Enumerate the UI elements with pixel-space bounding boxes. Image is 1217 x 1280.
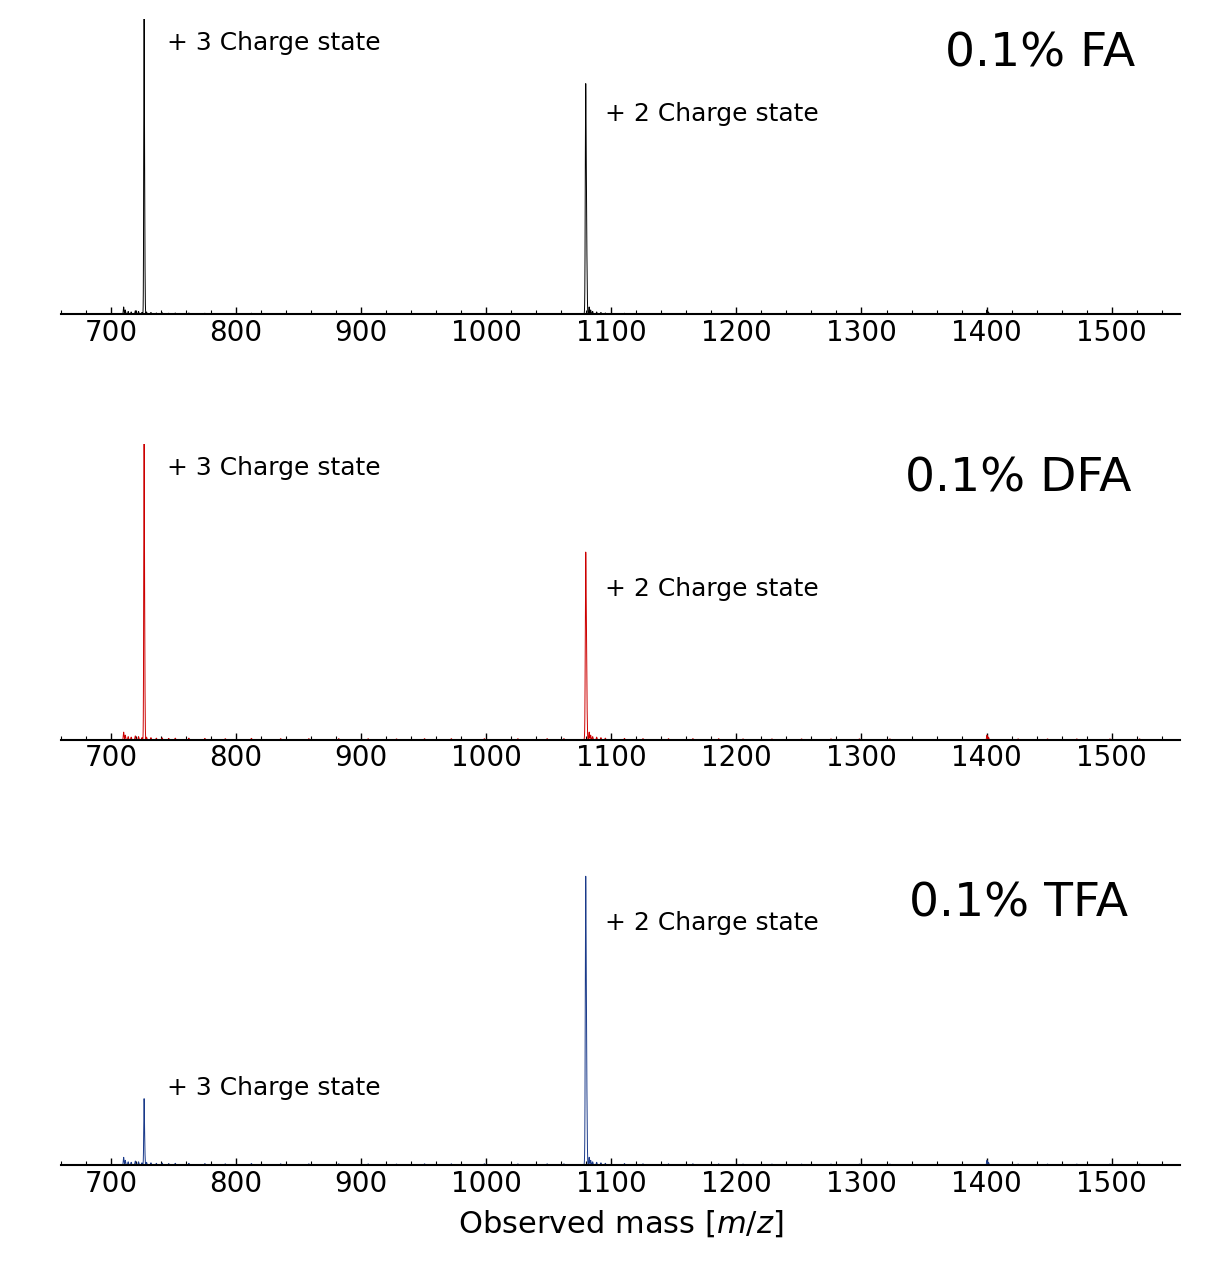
X-axis label: Observed mass $[m/z]$: Observed mass $[m/z]$ [458,1208,784,1239]
Text: + 3 Charge state: + 3 Charge state [167,456,381,480]
Text: + 3 Charge state: + 3 Charge state [167,1076,381,1101]
Text: + 2 Charge state: + 2 Charge state [605,911,819,934]
Text: 0.1% TFA: 0.1% TFA [909,882,1128,927]
Text: + 2 Charge state: + 2 Charge state [605,577,819,602]
Text: 0.1% FA: 0.1% FA [946,31,1135,76]
Text: 0.1% DFA: 0.1% DFA [905,456,1132,502]
Text: + 2 Charge state: + 2 Charge state [605,102,819,125]
Text: + 3 Charge state: + 3 Charge state [167,31,381,55]
